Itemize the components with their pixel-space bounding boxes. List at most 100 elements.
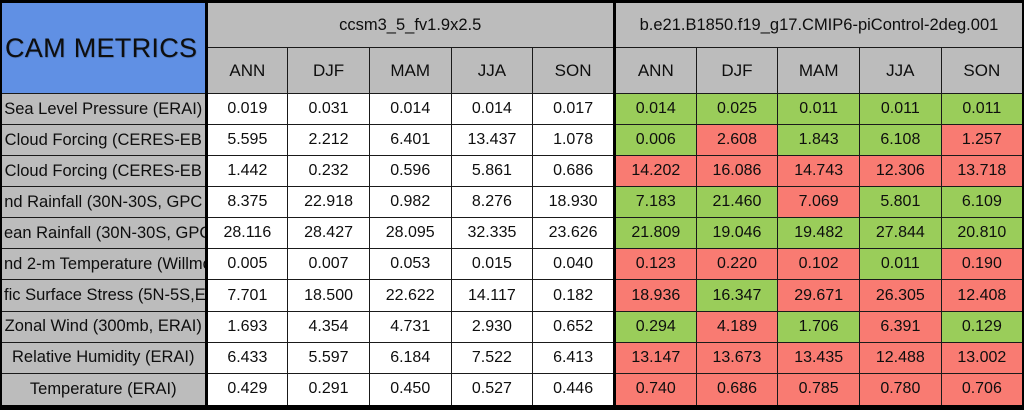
metric-label: ean Rainfall (30N-30S, GPC xyxy=(0,217,207,250)
case2-value-cell: 14.743 xyxy=(777,155,860,188)
case2-value-cell: 26.305 xyxy=(859,279,942,312)
metric-label: nd 2-m Temperature (Willmo xyxy=(0,248,207,281)
case1-value-cell: 5.595 xyxy=(204,124,289,157)
case2-value-cell: 0.220 xyxy=(695,248,779,281)
case2-value-cell: 7.069 xyxy=(777,186,860,219)
case1-value-cell: 0.019 xyxy=(204,92,289,126)
case1-value-cell: 6.184 xyxy=(368,341,452,374)
metric-label: Sea Level Pressure (ERAI) xyxy=(0,92,207,126)
season-header: MAM xyxy=(777,47,860,94)
case1-value-cell: 0.982 xyxy=(368,186,452,219)
case1-value-cell: 5.861 xyxy=(450,155,534,188)
case1-value-cell: 14.117 xyxy=(450,279,534,312)
case1-value-cell: 1.693 xyxy=(204,310,289,343)
case1-value-cell: 2.212 xyxy=(287,124,370,157)
case1-value-cell: 0.429 xyxy=(204,372,289,409)
case1-value-cell: 7.701 xyxy=(204,279,289,312)
case2-value-cell: 0.006 xyxy=(612,124,697,157)
case1-value-cell: 0.031 xyxy=(287,92,370,126)
case2-value-cell: 0.014 xyxy=(612,92,697,126)
season-header: ANN xyxy=(612,47,697,94)
season-header-row: ANN DJF MAM JJA SON ANN DJF MAM JJA SON xyxy=(1,47,1024,94)
case1-value-cell: 0.007 xyxy=(287,248,370,281)
case1-value-cell: 0.291 xyxy=(287,372,370,409)
case1-value-cell: 0.017 xyxy=(532,92,615,126)
case1-value-cell: 8.276 xyxy=(450,186,534,219)
case2-value-cell: 4.189 xyxy=(695,310,779,343)
case2-value-cell: 0.123 xyxy=(612,248,697,281)
case2-value-cell: 12.488 xyxy=(859,341,942,374)
case2-value-cell: 13.718 xyxy=(940,155,1024,188)
case2-value-cell: 12.408 xyxy=(940,279,1024,312)
case1-value-cell: 7.522 xyxy=(450,341,534,374)
case1-value-cell: 5.597 xyxy=(287,341,370,374)
table-row: Zonal Wind (300mb, ERAI) 1.693 4.354 4.731 2… xyxy=(0,310,1024,343)
case2-value-cell: 14.202 xyxy=(612,155,697,188)
case2-name-header: b.e21.B1850.f19_g17.CMIP6-piControl-2deg… xyxy=(612,1,1024,48)
case1-value-cell: 0.596 xyxy=(368,155,452,188)
case2-value-cell: 6.108 xyxy=(859,124,942,157)
case2-value-cell: 27.844 xyxy=(859,217,942,250)
case1-value-cell: 22.622 xyxy=(368,279,452,312)
case1-value-cell: 0.652 xyxy=(532,310,615,343)
case2-value-cell: 6.391 xyxy=(859,310,942,343)
metric-label: fic Surface Stress (5N-5S,E xyxy=(0,279,207,312)
case1-value-cell: 0.014 xyxy=(450,92,534,126)
case1-value-cell: 0.446 xyxy=(532,372,615,409)
case1-value-cell: 28.095 xyxy=(368,217,452,250)
table-row: Temperature (ERAI) 0.429 0.291 0.450 0.527 0.… xyxy=(0,372,1024,409)
case2-value-cell: 21.460 xyxy=(695,186,779,219)
case1-value-cell: 28.427 xyxy=(287,217,370,250)
case1-value-cell: 28.116 xyxy=(204,217,289,250)
case1-value-cell: 0.527 xyxy=(450,372,534,409)
case1-value-cell: 0.040 xyxy=(532,248,615,281)
case1-value-cell: 18.500 xyxy=(287,279,370,312)
case1-value-cell: 0.232 xyxy=(287,155,370,188)
metric-label: nd Rainfall (30N-30S, GPC xyxy=(0,186,207,219)
season-header: ANN xyxy=(204,47,289,94)
season-header: DJF xyxy=(695,47,779,94)
case2-value-cell: 0.780 xyxy=(859,372,942,409)
table-header: CAM METRICS ccsm3_5_fv1.9x2.5 b.e21.B185… xyxy=(0,1,1024,94)
season-header: DJF xyxy=(287,47,370,94)
case2-value-cell: 29.671 xyxy=(777,279,860,312)
case1-value-cell: 18.930 xyxy=(532,186,615,219)
case1-value-cell: 23.626 xyxy=(532,217,615,250)
case2-value-cell: 0.011 xyxy=(940,92,1024,126)
table-row: Sea Level Pressure (ERAI) 0.019 0.031 0.014… xyxy=(0,92,1024,126)
metric-label: Cloud Forcing (CERES-EB xyxy=(0,124,207,157)
case2-value-cell: 0.686 xyxy=(695,372,779,409)
group-header-row: CAM METRICS ccsm3_5_fv1.9x2.5 b.e21.B185… xyxy=(0,1,1024,94)
case2-value-cell: 18.936 xyxy=(612,279,697,312)
case2-value-cell: 0.294 xyxy=(612,310,697,343)
metrics-rows: Sea Level Pressure (ERAI) 0.019 0.031 0.014… xyxy=(0,92,1024,409)
case2-value-cell: 0.011 xyxy=(859,248,942,281)
metric-label: Zonal Wind (300mb, ERAI) xyxy=(0,310,207,343)
season-header: JJA xyxy=(859,47,942,94)
case1-value-cell: 0.053 xyxy=(368,248,452,281)
season-header: MAM xyxy=(368,47,452,94)
table-row: Cloud Forcing (CERES-EB 1.442 0.232 0.596 5.… xyxy=(0,155,1024,188)
case1-value-cell: 0.015 xyxy=(450,248,534,281)
case1-value-cell: 22.918 xyxy=(287,186,370,219)
case1-value-cell: 0.686 xyxy=(532,155,615,188)
case1-value-cell: 0.450 xyxy=(368,372,452,409)
case2-value-cell: 0.740 xyxy=(612,372,697,409)
case2-value-cell: 19.482 xyxy=(777,217,860,250)
case2-value-cell: 0.190 xyxy=(940,248,1024,281)
case1-value-cell: 0.182 xyxy=(532,279,615,312)
metric-label: Cloud Forcing (CERES-EB xyxy=(0,155,207,188)
case2-value-cell: 0.129 xyxy=(940,310,1024,343)
season-header: SON xyxy=(532,47,615,94)
case2-value-cell: 16.086 xyxy=(695,155,779,188)
table-title: CAM METRICS xyxy=(0,1,207,94)
case2-value-cell: 0.011 xyxy=(859,92,942,126)
case1-value-cell: 32.335 xyxy=(450,217,534,250)
table-row: Cloud Forcing (CERES-EB 5.595 2.212 6.401 13… xyxy=(0,124,1024,157)
case2-value-cell: 5.801 xyxy=(859,186,942,219)
case2-value-cell: 2.608 xyxy=(695,124,779,157)
case2-value-cell: 1.706 xyxy=(777,310,860,343)
case2-value-cell: 21.809 xyxy=(612,217,697,250)
case2-value-cell: 13.673 xyxy=(695,341,779,374)
case1-value-cell: 8.375 xyxy=(204,186,289,219)
